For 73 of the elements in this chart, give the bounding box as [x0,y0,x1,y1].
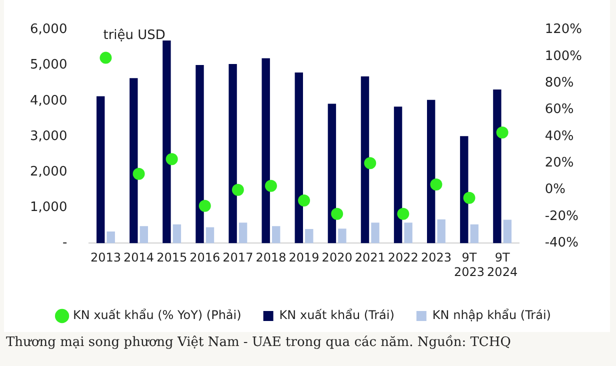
x-tick-label: 2017 [222,250,254,265]
x-tick-label: 9T 2024 [487,250,518,279]
bar [162,40,171,244]
point [232,184,244,196]
bar [437,219,446,244]
bar [140,226,148,244]
x-tick-label: 2013 [90,250,122,265]
y-axis-title: triệu USD [103,28,166,44]
x-tick-label: 2015 [156,250,188,265]
y2-tick-label: 120% [544,22,582,38]
y-tick-label: 1,000 [30,200,68,216]
bar [196,65,204,244]
y2-tick-label: 20% [544,156,574,171]
y2-tick-label: 80% [544,76,574,91]
y-tick-label: 2,000 [30,164,68,180]
x-tick-label: 2023 [420,250,452,265]
bar [262,58,270,244]
bar [328,104,336,244]
bar [272,226,280,244]
bar [294,72,303,244]
bar [106,231,115,244]
bar [96,96,105,244]
x-tick-label: 2019 [288,250,320,265]
bar [238,222,248,244]
bar [404,222,412,244]
legend-label: KN nhập khẩu (Trái) [432,308,551,322]
bar [460,136,468,244]
y2-tick-label: 0% [544,182,566,198]
y2-tick-label: -20% [544,208,578,224]
point [100,52,112,64]
bar [360,76,370,244]
x-tick-label: 2022 [388,250,418,265]
y2-tick-label: 40% [544,128,574,144]
point [298,194,310,207]
text: Thương mại song phương Việt Nam - UAE trong qua các năm. Nguồn: TCHQ [6,335,512,350]
x-tick-label: 2014 [124,250,154,265]
x-tick-label: 2016 [190,250,220,265]
bar [503,220,512,244]
x-tick-label: 9T 2023 [454,250,485,279]
bar [371,222,380,244]
point [364,157,376,170]
y2-tick-label: 60% [544,102,574,118]
point [463,192,476,204]
bar [394,106,402,244]
bar [493,90,502,244]
point [264,180,277,192]
point [496,126,508,138]
bar [426,100,436,244]
x-tick-label: 2020 [322,250,352,265]
legend-label: KN xuất khẩu (% YoY) (Phải) [73,308,242,322]
y-tick-label: 4,000 [30,93,68,108]
bar [228,64,237,244]
y-tick-label: 3,000 [30,128,68,144]
bar [470,224,478,244]
point [132,168,145,180]
point [397,208,410,220]
y2-tick-label: -40% [544,236,578,251]
bar [338,228,346,244]
y-tick-label: 6,000 [30,22,68,38]
bar [172,224,182,244]
y2-tick-label: 100% [544,48,582,64]
y-tick-label: - [62,236,68,251]
legend-label: KN xuất khẩu (Trái) [279,308,394,322]
x-tick-label: 2018 [256,250,286,265]
y-tick-label: 5,000 [30,58,68,73]
point [430,178,442,191]
point [198,200,211,212]
bar [206,227,214,244]
point [331,208,344,220]
bar [305,228,314,244]
bar [130,78,138,244]
point [166,153,178,166]
x-tick-label: 2021 [354,250,386,265]
